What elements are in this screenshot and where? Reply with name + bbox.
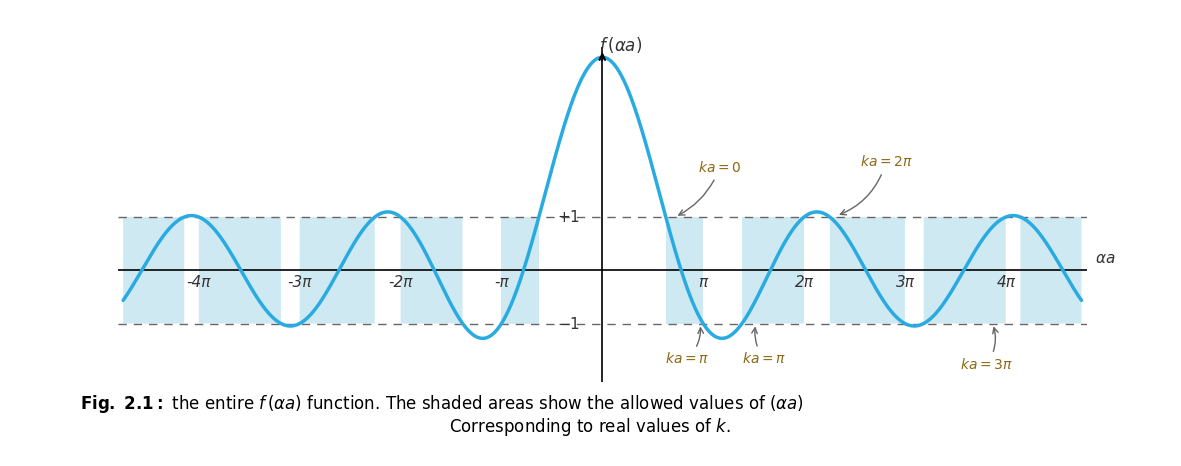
Text: Corresponding to real values of $k$.: Corresponding to real values of $k$. (450, 416, 731, 438)
Text: 3π: 3π (895, 274, 914, 289)
Text: π: π (699, 274, 707, 289)
Text: $ka = 3\pi$: $ka = 3\pi$ (960, 328, 1013, 372)
Text: $+1$: $+1$ (557, 209, 580, 225)
Text: $\alpha a$: $\alpha a$ (1095, 251, 1115, 266)
Text: $ka = 0$: $ka = 0$ (679, 160, 742, 215)
Text: $ka = \pi$: $ka = \pi$ (742, 328, 785, 366)
Text: -π: -π (494, 274, 509, 289)
Text: $\bf{Fig.\ 2.1:}$ the entire $f\,(\alpha a)$ function. The shaded areas show the: $\bf{Fig.\ 2.1:}$ the entire $f\,(\alpha… (80, 393, 804, 415)
Text: -2π: -2π (389, 274, 412, 289)
Text: $-1$: $-1$ (557, 315, 580, 331)
Text: $ka = \pi$: $ka = \pi$ (665, 328, 709, 366)
Text: 4π: 4π (997, 274, 1016, 289)
Text: -4π: -4π (187, 274, 211, 289)
Text: -3π: -3π (287, 274, 312, 289)
Text: $ka = 2\pi$: $ka = 2\pi$ (841, 154, 913, 215)
Text: 2π: 2π (795, 274, 814, 289)
Text: $f\,(\alpha a)$: $f\,(\alpha a)$ (599, 34, 642, 55)
